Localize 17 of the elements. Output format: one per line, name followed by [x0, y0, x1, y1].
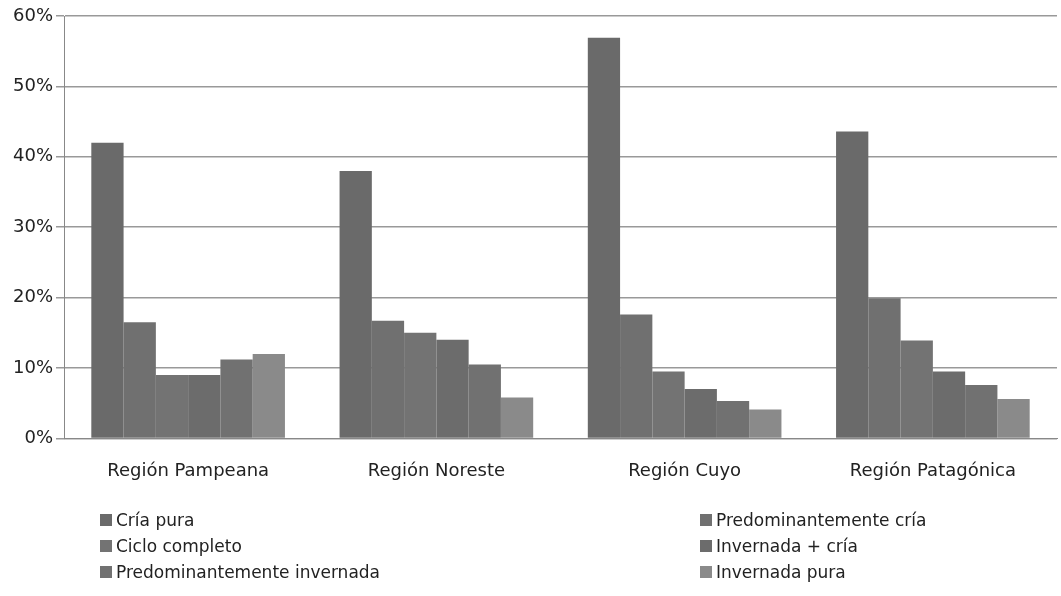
legend-label: Cría pura	[116, 510, 195, 530]
y-tick-label: 10%	[12, 355, 54, 377]
y-tick-label: 20%	[12, 285, 54, 307]
legend-label: Predominantemente cría	[716, 510, 927, 530]
legend-label: Invernada + cría	[716, 536, 858, 556]
legend-label: Ciclo completo	[116, 536, 242, 556]
legend-label: Predominantemente invernada	[116, 562, 381, 582]
y-tick-label: 40%	[12, 144, 54, 166]
y-tick-label: 50%	[12, 74, 54, 96]
x-tick-label: Región Pampeana	[107, 458, 270, 480]
x-tick-label: Región Patagónica	[849, 458, 1017, 480]
x-tick-label: Región Noreste	[367, 458, 506, 480]
y-tick-label: 60%	[12, 3, 54, 25]
x-tick-label: Región Cuyo	[628, 458, 742, 480]
y-tick-label: 30%	[12, 214, 54, 236]
y-tick-label: 0%	[24, 426, 54, 448]
legend-label: Invernada pura	[716, 562, 846, 582]
